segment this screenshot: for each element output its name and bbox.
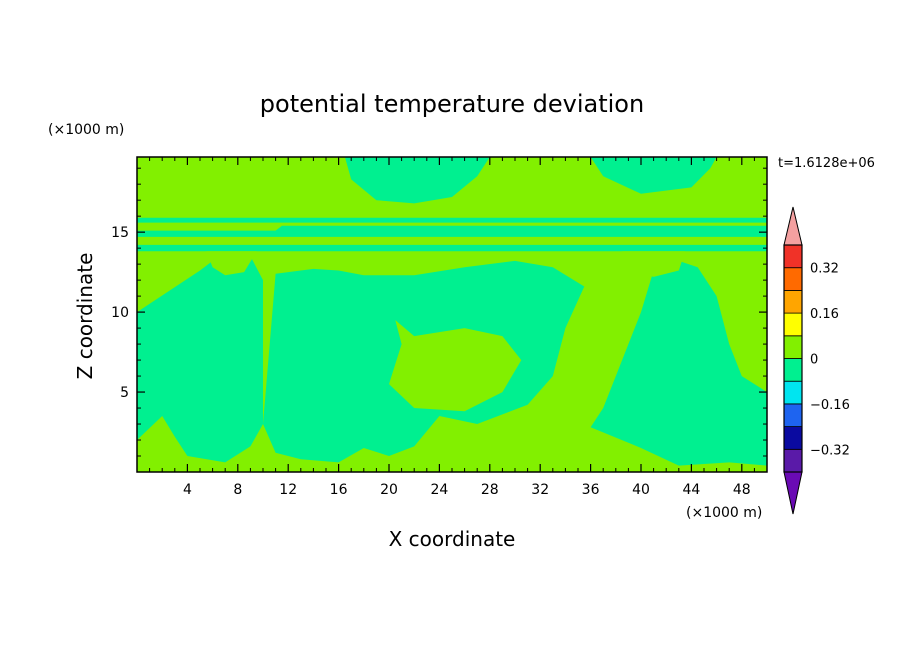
- x-unit-label: (×1000 m): [686, 505, 762, 521]
- colorbar-frame: [783, 244, 803, 473]
- y-tick-label: 10: [111, 305, 129, 321]
- colorbar-segment: [783, 244, 803, 269]
- colorbar-segment: [783, 380, 803, 405]
- x-tick-label: 24: [430, 482, 448, 498]
- colorbar-over-triangle: [783, 206, 803, 246]
- x-tick-label: 20: [380, 482, 398, 498]
- x-tick-label: 4: [183, 482, 192, 498]
- y-tick-label: 5: [120, 385, 129, 401]
- colorbar-tick-label: 0: [810, 353, 818, 368]
- x-tick-label: 44: [682, 482, 700, 498]
- field-region-9: [206, 251, 257, 276]
- field-region-4: [344, 157, 490, 204]
- x-tick-label: 28: [481, 482, 499, 498]
- y-axis: 5 10 15: [111, 167, 767, 457]
- y-axis-label: Z coordinate: [73, 253, 97, 380]
- plot-area: [136, 156, 768, 473]
- colorbar-tick-label: 0.16: [810, 307, 839, 322]
- field-region-7: [137, 236, 767, 245]
- colorbar-segment: [783, 335, 803, 359]
- y-tick-label: 15: [111, 225, 129, 241]
- time-label: t=1.6128e+06: [778, 156, 875, 171]
- field-region-2: [590, 260, 767, 466]
- x-tick-label: 40: [632, 482, 650, 498]
- field-region-10: [622, 251, 686, 277]
- colorbar-tick-label: −0.32: [810, 443, 850, 458]
- colorbar-segment: [783, 403, 803, 427]
- x-tick-label: 16: [330, 482, 348, 498]
- colorbar-segment: [783, 426, 803, 450]
- x-tick-label: 12: [279, 482, 297, 498]
- field-region-6: [389, 320, 522, 412]
- x-tick-label: 8: [233, 482, 242, 498]
- colorbar-segment: [783, 448, 803, 473]
- colorbar-tick-label: 0.32: [810, 262, 839, 277]
- x-tick-label: 32: [531, 482, 549, 498]
- colorbar-segment: [783, 267, 803, 291]
- colorbar-segment: [783, 358, 803, 382]
- colorbar-tick-label: −0.16: [810, 398, 850, 413]
- x-axis: 4 8 12 16 20 24 28 32 36 40 44 48: [136, 157, 768, 498]
- y-unit-label: (×1000 m): [48, 122, 124, 138]
- colorbar-segment: [783, 312, 803, 337]
- colorbar: 0.32 0.16 0 −0.16 −0.32: [783, 206, 850, 515]
- colorbar-under-triangle: [783, 471, 803, 515]
- field-region-5: [590, 157, 717, 194]
- colorbar-segment: [783, 289, 803, 314]
- x-tick-label: 36: [582, 482, 600, 498]
- field-region-8: [137, 222, 767, 231]
- x-tick-label: 48: [733, 482, 751, 498]
- field-region-0: [137, 251, 263, 463]
- x-axis-label: X coordinate: [389, 527, 516, 551]
- chart-title: potential temperature deviation: [260, 90, 644, 118]
